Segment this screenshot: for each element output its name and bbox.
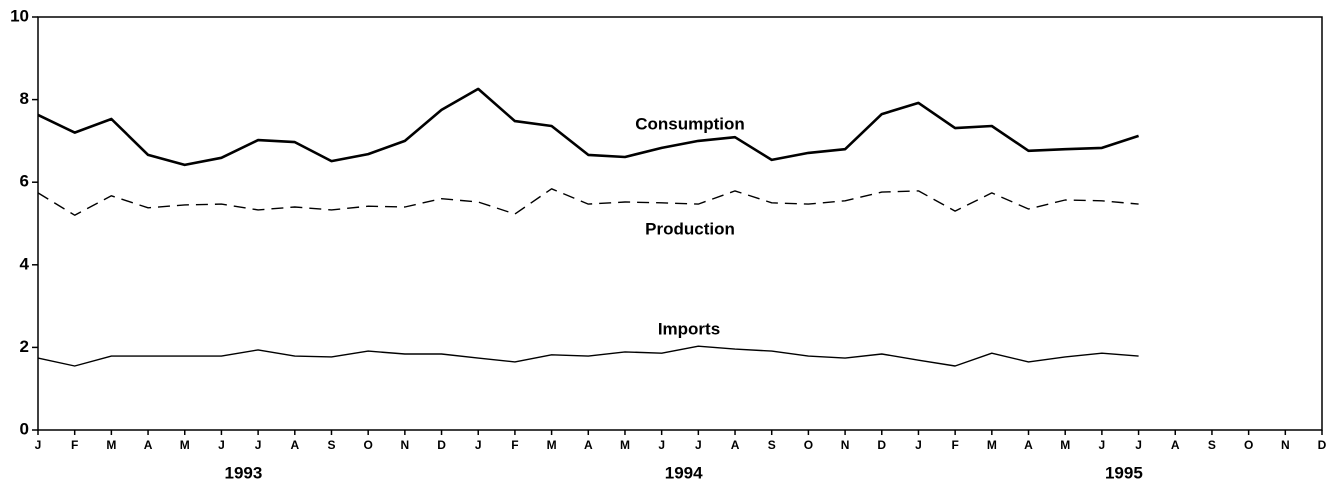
y-tick-label: 10: [10, 6, 29, 25]
x-tick-label: M: [547, 438, 557, 452]
x-tick-label: F: [71, 438, 78, 452]
y-tick-label: 6: [20, 172, 29, 191]
x-tick-label: M: [106, 438, 116, 452]
x-tick-label: N: [841, 438, 850, 452]
x-tick-label: J: [475, 438, 482, 452]
x-tick-label: N: [1281, 438, 1290, 452]
x-tick-label: A: [144, 438, 153, 452]
x-tick-label: D: [437, 438, 446, 452]
series-line: [37, 345, 1139, 367]
x-tick-label: J: [695, 438, 702, 452]
x-tick-label: D: [877, 438, 886, 452]
y-tick-label: 8: [20, 89, 29, 108]
x-tick-label: J: [1099, 438, 1106, 452]
y-tick-label: 4: [20, 254, 30, 273]
x-tick-label: F: [951, 438, 958, 452]
y-tick-label: 2: [20, 337, 29, 356]
series-line: [37, 188, 1139, 216]
year-label: 1994: [665, 463, 703, 482]
x-tick-label: A: [290, 438, 299, 452]
series-label: Consumption: [635, 114, 745, 133]
x-tick-label: S: [1208, 438, 1216, 452]
series-label: Imports: [658, 319, 720, 338]
x-tick-label: A: [1171, 438, 1180, 452]
x-tick-label: M: [1060, 438, 1070, 452]
x-tick-label: J: [915, 438, 922, 452]
year-label: 1993: [225, 463, 263, 482]
x-tick-label: O: [363, 438, 372, 452]
x-tick-label: A: [584, 438, 593, 452]
x-tick-label: D: [1318, 438, 1327, 452]
x-tick-label: S: [327, 438, 335, 452]
x-tick-label: J: [218, 438, 225, 452]
y-tick-label: 0: [20, 419, 29, 438]
x-tick-label: M: [987, 438, 997, 452]
series-label: Production: [645, 219, 735, 238]
x-tick-label: O: [804, 438, 813, 452]
x-tick-label: A: [731, 438, 740, 452]
x-tick-label: S: [768, 438, 776, 452]
x-tick-label: J: [658, 438, 665, 452]
x-tick-label: O: [1244, 438, 1253, 452]
x-tick-label: J: [255, 438, 262, 452]
year-label: 1995: [1105, 463, 1143, 482]
series-line: [37, 87, 1140, 167]
x-tick-label: A: [1024, 438, 1033, 452]
x-tick-label: F: [511, 438, 518, 452]
x-tick-label: J: [1135, 438, 1142, 452]
x-tick-label: M: [620, 438, 630, 452]
x-tick-label: J: [35, 438, 42, 452]
plot-frame: [37, 16, 1323, 431]
x-tick-label: N: [401, 438, 410, 452]
x-tick-label: M: [180, 438, 190, 452]
